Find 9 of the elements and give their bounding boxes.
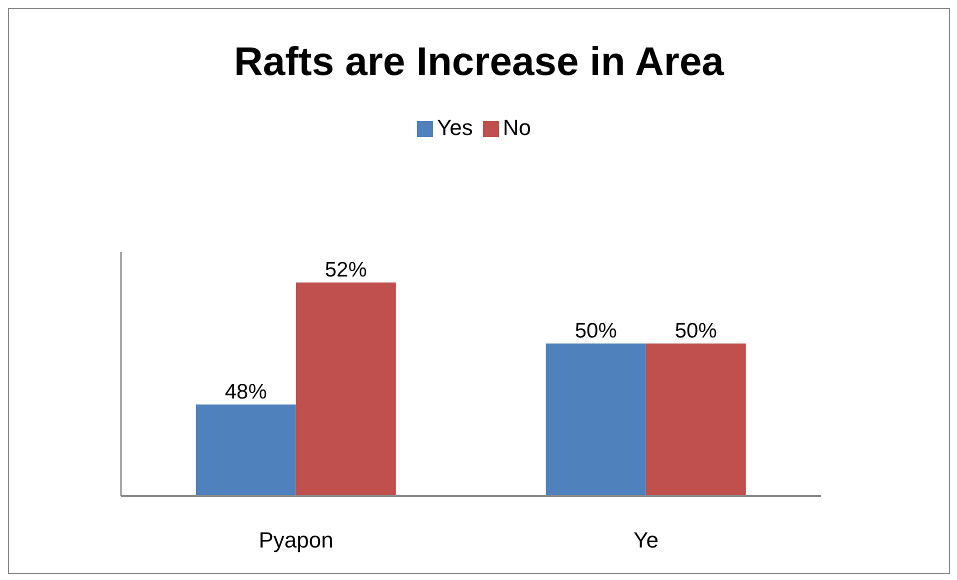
- data-label: 50%: [674, 320, 717, 342]
- legend-label: Yes: [436, 115, 473, 140]
- data-label: 48%: [224, 380, 267, 404]
- x-tick-label: Pyapon: [258, 528, 334, 553]
- data-label: 52%: [324, 258, 367, 282]
- x-tick-label: Ye: [634, 528, 658, 553]
- data-label: 50%: [574, 320, 617, 342]
- chart-title: Rafts are Increase in Area: [233, 39, 726, 86]
- legend-label: No: [502, 115, 531, 140]
